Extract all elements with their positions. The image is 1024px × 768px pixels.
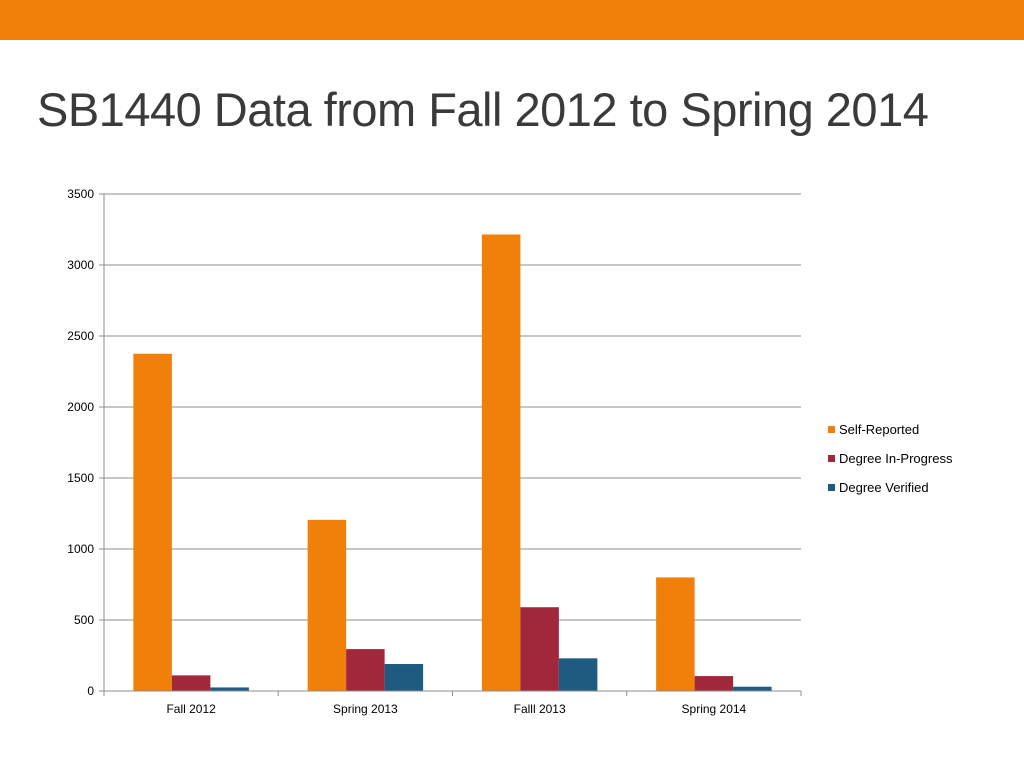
bar-self-reported-3 xyxy=(481,234,521,691)
y-tick-label: 3500 xyxy=(67,187,94,201)
bar-degree-in-progress-1 xyxy=(171,675,211,691)
bars xyxy=(133,234,772,691)
y-tick-label: 500 xyxy=(74,613,94,627)
bar-degree-verified-3 xyxy=(558,658,598,691)
legend-label: Degree In-Progress xyxy=(839,451,953,466)
axes: 0 500 1000 1500 2000 2500 3000 3500 Fall 2012 Spr… xyxy=(67,187,802,716)
legend-swatch xyxy=(828,455,835,462)
legend: Self-Reported Degree In-Progress Degree Ve… xyxy=(828,422,953,495)
gridlines xyxy=(104,193,801,621)
bar-self-reported-1 xyxy=(133,353,172,691)
legend-label: Degree Verified xyxy=(839,480,929,495)
x-category-label: Spring 2013 xyxy=(333,702,398,716)
y-tick-label: 2000 xyxy=(67,400,94,414)
bar-degree-in-progress-3 xyxy=(520,607,559,691)
legend-swatch xyxy=(828,484,835,491)
y-tick-label: 1500 xyxy=(67,471,94,485)
bar-degree-verified-1 xyxy=(210,687,249,691)
bar-degree-in-progress-2 xyxy=(346,649,385,691)
y-tick-label: 0 xyxy=(87,684,94,698)
bar-self-reported-4 xyxy=(656,577,695,691)
x-category-label: Fall 2012 xyxy=(166,702,216,716)
y-tick-label: 1000 xyxy=(67,542,94,556)
top-accent-bar xyxy=(0,0,1024,40)
legend-swatch xyxy=(828,426,835,433)
x-category-label: Falll 2013 xyxy=(514,702,566,716)
x-category-label: Spring 2014 xyxy=(682,702,747,716)
bar-self-reported-2 xyxy=(307,519,347,691)
legend-label: Self-Reported xyxy=(839,422,919,437)
y-tick-label: 3000 xyxy=(67,258,94,272)
bar-degree-verified-2 xyxy=(384,664,424,691)
bar-degree-in-progress-4 xyxy=(694,676,734,691)
slide-title: SB1440 Data from Fall 2012 to Spring 201… xyxy=(37,83,929,136)
y-tick-label: 2500 xyxy=(67,329,94,343)
bar-degree-verified-4 xyxy=(733,686,772,691)
